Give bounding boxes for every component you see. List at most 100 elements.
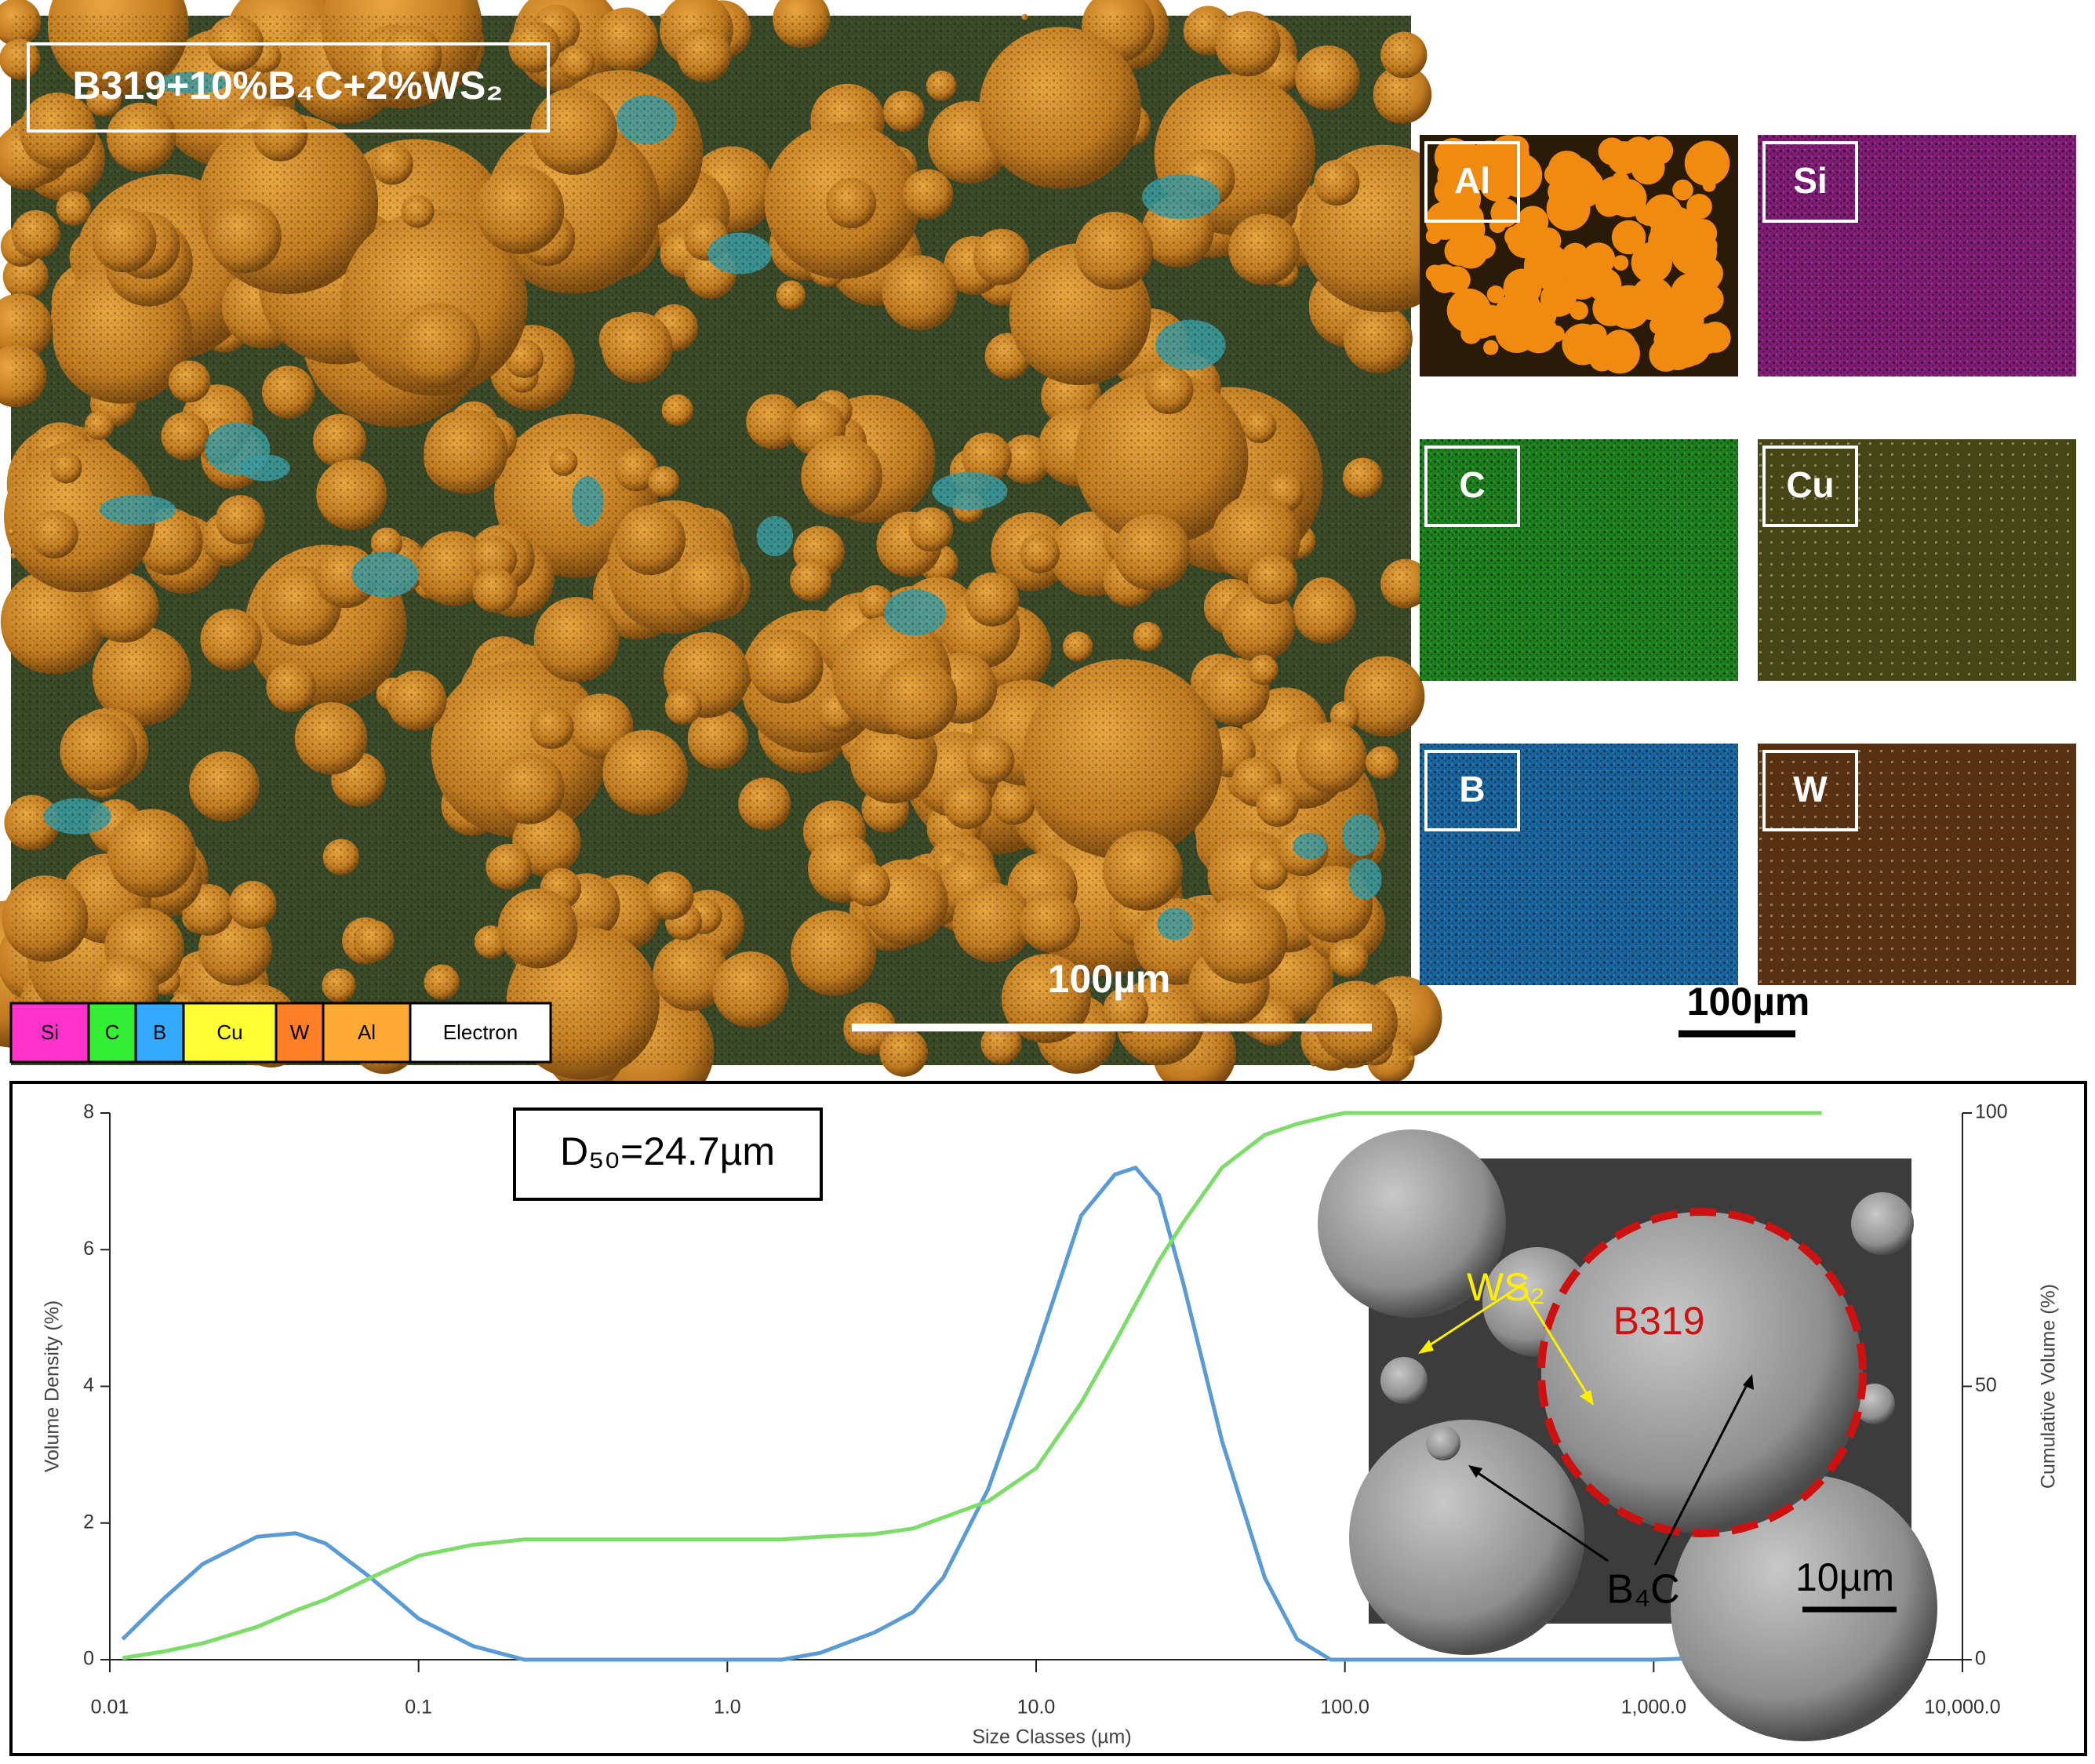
map-label: W <box>1793 769 1828 809</box>
map-particle <box>1483 340 1499 355</box>
map-texture <box>1758 439 2076 681</box>
inset-scale-bar-label: 10µm <box>1795 1555 1894 1599</box>
map-label-box <box>1424 141 1520 223</box>
map-particle <box>1653 315 1674 335</box>
element-map: W <box>1758 744 2076 985</box>
d50-annotation: D₅₀=24.7µm <box>560 1129 775 1173</box>
legend-swatch <box>322 1002 412 1064</box>
map-texture <box>1420 439 1738 681</box>
texture <box>11 16 1411 1065</box>
map-particle <box>1446 143 1487 184</box>
map-particle <box>1670 325 1711 366</box>
ws2-label: WS₂ <box>1467 1265 1545 1309</box>
element-maps: Al Si C Cu B W <box>1420 135 2076 985</box>
x-tick-label: 100.0 <box>1320 1697 1369 1719</box>
map-particle <box>1486 286 1505 304</box>
map-particle <box>1684 140 1730 186</box>
y2-tick-label: 0 <box>1975 1648 1986 1670</box>
series-line <box>121 1166 1822 1662</box>
legend-label: Electron <box>443 1020 518 1044</box>
sample-title: B319+10%B₄C+2%WS₂ <box>72 64 503 107</box>
y2-axis-title: Cumulative Volume (%) <box>2038 1284 2060 1489</box>
arrowhead <box>1468 1465 1482 1478</box>
map-particle <box>1599 333 1640 374</box>
legend-label: Si <box>41 1020 59 1044</box>
map-particle <box>1479 166 1515 202</box>
map-particle <box>1624 136 1654 167</box>
x-tick-label: 1.0 <box>714 1697 741 1719</box>
arrowhead <box>1743 1374 1754 1390</box>
inset-particle <box>1851 1192 1914 1255</box>
eds-overlay-image <box>0 0 1468 1110</box>
element-map: C <box>1420 439 1738 681</box>
map-particle <box>1554 156 1597 199</box>
dashed-circle <box>1537 1208 1867 1537</box>
legend-label: W <box>290 1020 310 1044</box>
map-label: Si <box>1793 160 1827 201</box>
y-tick-label: 2 <box>83 1511 94 1533</box>
map-particle <box>1611 220 1646 255</box>
y-tick-label: 0 <box>83 1648 94 1670</box>
y-tick-label: 6 <box>83 1238 94 1260</box>
map-particle <box>1544 163 1567 186</box>
y2-tick-label: 100 <box>1975 1101 2008 1123</box>
legend-swatch <box>409 1002 552 1064</box>
map-particle <box>1595 189 1623 217</box>
map-particle <box>1569 301 1588 320</box>
map-particle <box>1611 171 1630 190</box>
arrowhead <box>1418 1340 1434 1354</box>
map-label: Al <box>1454 160 1490 201</box>
size-distribution-chart: 0.01 0.1 1.0 10.0 100.0 1,000.0 10,000.0 0 2 4 6 8 0… <box>42 1101 2060 1748</box>
map-particle <box>1425 228 1442 245</box>
map-particle <box>1448 211 1486 248</box>
map-particle <box>1631 242 1672 283</box>
arrow <box>1653 1380 1751 1566</box>
element-legend: Si C B Cu W Al Electron <box>9 1002 552 1064</box>
arrow <box>1524 1293 1590 1397</box>
element-map: Cu <box>1758 439 2076 681</box>
legend-label: C <box>105 1020 120 1044</box>
map-label: C <box>1459 464 1485 505</box>
element-map: Al <box>1420 135 1738 376</box>
series-line <box>122 1111 1822 1660</box>
map-particle <box>1425 264 1444 283</box>
arrow <box>1474 1469 1609 1562</box>
legend-label: Al <box>358 1020 376 1044</box>
y-tick-label: 4 <box>83 1374 94 1396</box>
y-tick-label: 8 <box>83 1101 94 1123</box>
map-particle <box>1516 205 1549 238</box>
inset-particle <box>1380 1357 1428 1404</box>
title-box <box>27 42 550 133</box>
legend-swatch <box>275 1002 325 1064</box>
map-particle <box>1584 323 1607 347</box>
inset-particle <box>1318 1129 1506 1318</box>
x-tick-label: 10.0 <box>1017 1697 1056 1719</box>
map-particle <box>1562 242 1589 270</box>
x-tick-label: 0.01 <box>91 1697 129 1719</box>
map-particle <box>1548 325 1565 343</box>
map-particle <box>1489 216 1506 234</box>
map-particle <box>1690 256 1723 290</box>
arrow <box>1423 1281 1526 1351</box>
legend-label: Cu <box>216 1020 242 1044</box>
y-axis-title: Volume Density (%) <box>42 1300 64 1473</box>
map-particle <box>1672 179 1693 201</box>
map-particle <box>1592 290 1628 326</box>
map-particle <box>1689 219 1718 248</box>
x-axis-title: Size Classes (µm) <box>972 1726 1131 1748</box>
inset-particle <box>1426 1426 1460 1460</box>
map-particle <box>1650 213 1686 249</box>
inset-particle <box>1349 1420 1584 1655</box>
inset-sem-image: WS₂ B319 B₄C 10µm <box>1318 1129 1937 1741</box>
scale-bar-label: 100µm <box>1048 957 1171 1001</box>
map-label-box <box>1424 750 1520 831</box>
b4c-label: B₄C <box>1606 1567 1679 1613</box>
map-label-box <box>1424 446 1520 527</box>
legend-label: B <box>153 1020 166 1044</box>
map-particle <box>1582 242 1616 276</box>
maps-scale-bar-label: 100µm <box>1687 980 1810 1024</box>
arrowhead <box>1580 1390 1594 1406</box>
map-label-box <box>1762 141 1858 223</box>
map-particle <box>1635 204 1656 224</box>
